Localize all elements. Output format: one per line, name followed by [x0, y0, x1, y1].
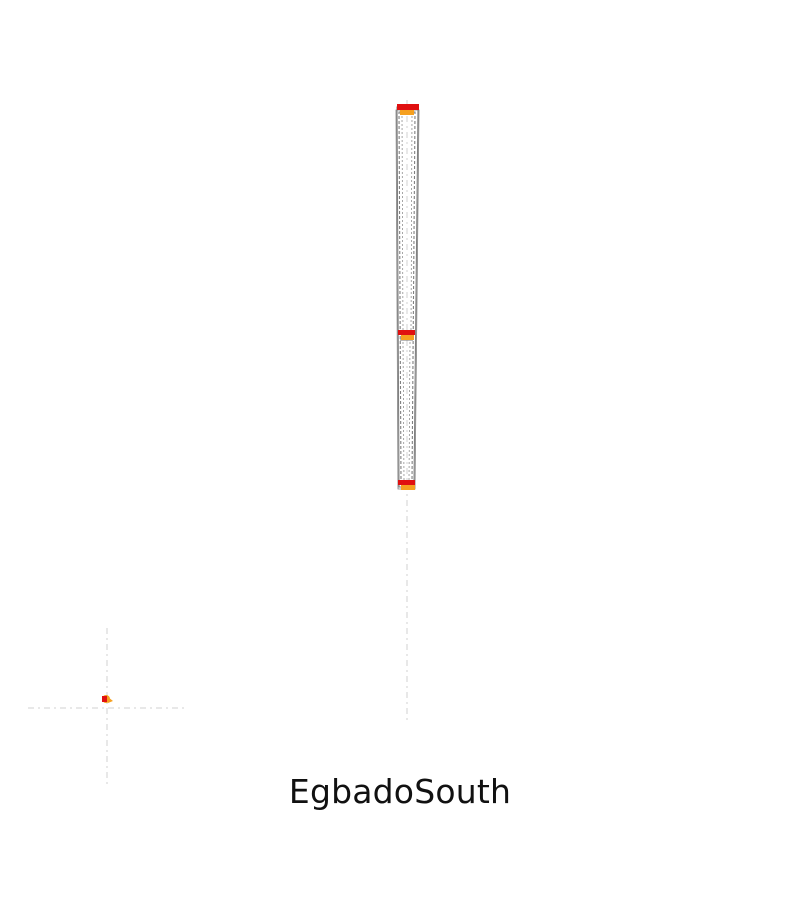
point-marker — [102, 695, 113, 703]
top-marker — [397, 104, 419, 115]
bottom-marker — [398, 480, 415, 490]
region-name-label: EgbadoSouth — [288, 772, 512, 811]
middle-marker — [398, 330, 415, 340]
